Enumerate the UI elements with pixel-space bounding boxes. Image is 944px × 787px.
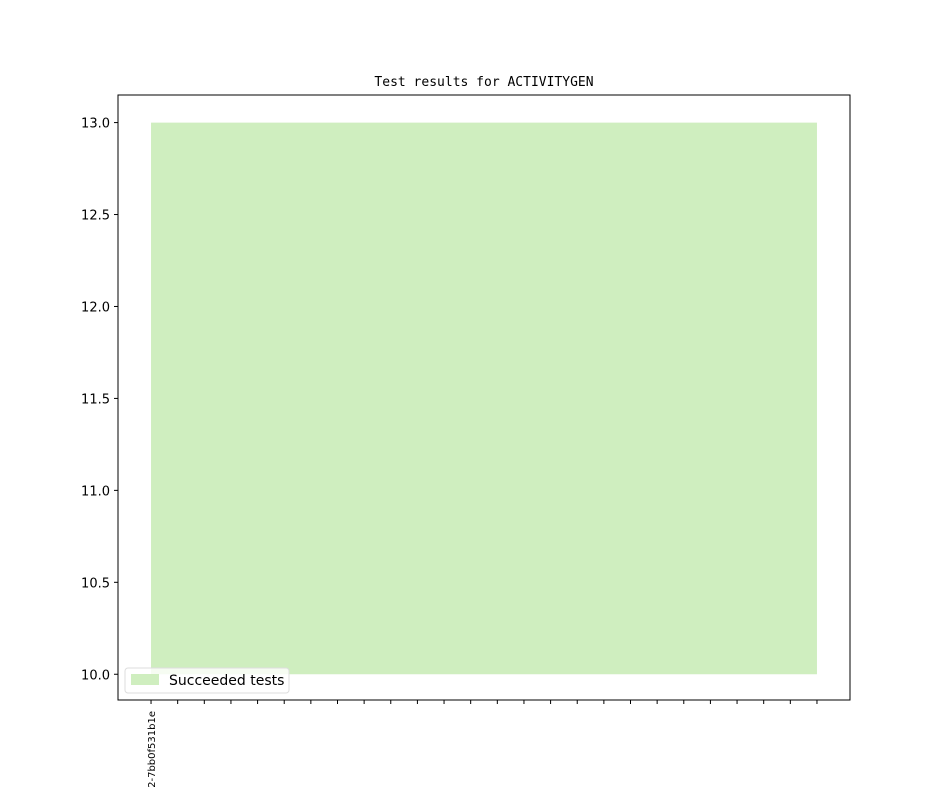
axes-frame (117, 94, 851, 701)
legend-swatch (131, 674, 159, 685)
series-area (151, 122, 817, 675)
y-tick-label: 11.0 (81, 484, 110, 499)
y-tick-label: 13.0 (81, 117, 110, 132)
x-tick-label: 2-7bb0f531b1e (147, 711, 158, 787)
chart-title: Test results for ACTIVITYGEN (374, 75, 593, 90)
y-tick-label: 12.0 (81, 300, 110, 315)
legend-box (124, 667, 290, 694)
y-tick-label: 12.5 (81, 209, 110, 224)
legend-label: Succeeded tests (169, 673, 284, 689)
y-tick-label: 11.5 (81, 392, 110, 407)
legend: Succeeded tests (124, 667, 290, 694)
y-tick-label: 10.0 (81, 668, 110, 683)
y-tick-label: 10.5 (81, 576, 110, 591)
plot-area: 10.0 10.5 11.0 11.5 12.0 12.5 13.0 2-7bb0f531b1… (81, 94, 851, 787)
